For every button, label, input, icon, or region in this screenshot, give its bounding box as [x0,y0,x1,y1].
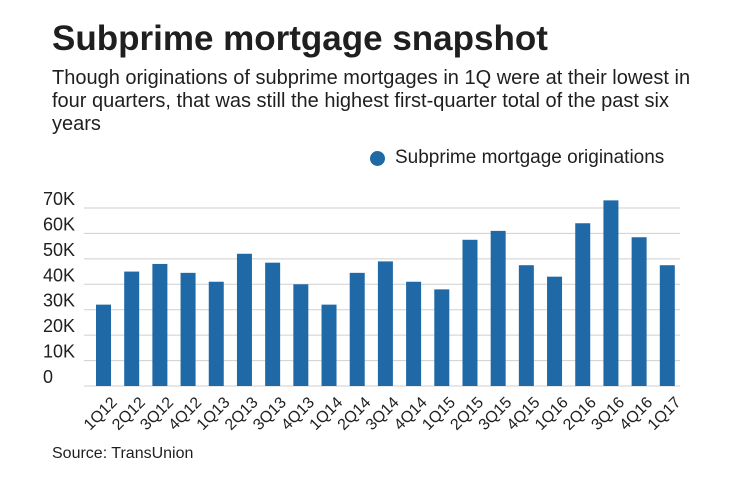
bar-4Q13 [293,284,309,386]
y-tick-label: 40K [43,265,75,285]
chart-source: Source: TransUnion [52,445,194,462]
bar-1Q13 [208,281,224,386]
bar-3Q13 [265,262,281,386]
bar-3Q12 [152,263,168,386]
bar-3Q14 [377,261,393,386]
y-tick-label: 50K [43,240,75,260]
bar-2Q13 [236,253,252,386]
bar-3Q16 [603,200,619,386]
bars [96,200,675,386]
bar-2Q15 [462,239,478,386]
bar-4Q15 [518,265,534,386]
x-axis-ticks: 1Q122Q123Q124Q121Q132Q133Q134Q131Q142Q14… [81,394,685,434]
bar-4Q14 [406,281,422,386]
y-tick-label: 10K [43,342,75,362]
y-axis-ticks: 0 10K 20K 30K 40K 50K 60K 70K [43,189,75,387]
bar-4Q12 [180,272,196,386]
bar-1Q14 [321,304,337,386]
legend-label: Subprime mortgage originations [395,147,665,168]
bar-2Q12 [124,271,140,386]
chart-title: Subprime mortgage snapshot [52,19,548,58]
legend-swatch [370,150,385,166]
chart-subtitle: Though originations of subprime mortgage… [52,67,691,135]
y-tick-label: 60K [43,214,75,234]
bar-4Q16 [631,237,647,386]
bar-3Q15 [490,230,506,386]
bar-1Q12 [96,304,111,386]
y-tick-label: 70K [43,189,75,209]
chart-legend: Subprime mortgage originations [370,145,664,171]
bar-2Q14 [349,272,365,386]
bar-2Q16 [575,223,591,386]
y-tick-label: 20K [43,316,75,336]
y-tick-label: 0 [43,367,53,387]
y-tick-label: 30K [43,291,75,311]
bar-1Q16 [547,276,563,386]
bar-1Q17 [659,265,675,386]
bar-1Q15 [434,289,450,386]
x-tick-label: 1Q17 [645,394,685,434]
